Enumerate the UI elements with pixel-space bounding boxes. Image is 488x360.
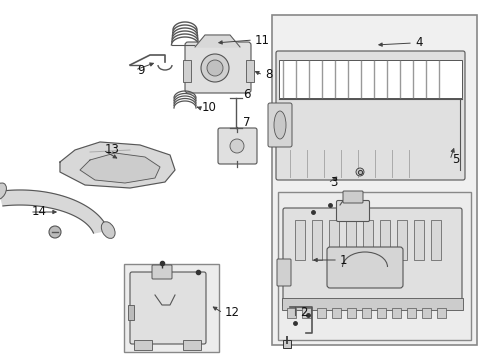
Circle shape xyxy=(229,139,244,153)
Bar xyxy=(316,308,325,318)
Bar xyxy=(421,308,430,318)
FancyBboxPatch shape xyxy=(218,128,257,164)
Bar xyxy=(436,308,445,318)
FancyBboxPatch shape xyxy=(336,201,369,221)
Bar xyxy=(406,308,415,318)
Bar xyxy=(331,308,340,318)
FancyBboxPatch shape xyxy=(275,51,464,180)
Bar xyxy=(362,220,372,260)
FancyBboxPatch shape xyxy=(283,208,461,307)
FancyBboxPatch shape xyxy=(130,272,205,344)
Text: 12: 12 xyxy=(224,306,240,320)
Bar xyxy=(346,308,355,318)
Bar xyxy=(279,60,461,98)
Bar xyxy=(346,220,355,260)
Text: 2: 2 xyxy=(299,306,307,319)
FancyBboxPatch shape xyxy=(184,42,250,93)
Text: 5: 5 xyxy=(451,153,458,166)
FancyBboxPatch shape xyxy=(342,191,362,203)
Bar xyxy=(271,15,476,345)
FancyBboxPatch shape xyxy=(326,247,402,288)
Text: 13: 13 xyxy=(105,144,120,157)
Bar xyxy=(282,298,462,310)
Bar xyxy=(430,220,440,260)
Text: 3: 3 xyxy=(329,176,337,189)
Bar xyxy=(128,305,134,320)
Bar xyxy=(283,340,290,348)
Bar xyxy=(286,308,295,318)
Text: 4: 4 xyxy=(414,36,422,49)
Polygon shape xyxy=(195,35,240,47)
Bar xyxy=(245,60,253,82)
Polygon shape xyxy=(80,153,160,183)
FancyBboxPatch shape xyxy=(276,259,290,286)
Text: 7: 7 xyxy=(243,117,250,130)
Bar xyxy=(396,220,406,260)
Bar xyxy=(328,220,338,260)
Bar xyxy=(183,340,201,350)
Circle shape xyxy=(201,54,228,82)
Bar xyxy=(124,264,219,352)
Text: 11: 11 xyxy=(254,33,269,46)
Text: 9: 9 xyxy=(137,63,144,77)
FancyBboxPatch shape xyxy=(152,265,172,279)
Bar xyxy=(311,220,321,260)
Bar xyxy=(302,308,310,318)
Polygon shape xyxy=(60,142,175,188)
Bar xyxy=(134,340,152,350)
Text: 8: 8 xyxy=(264,68,272,81)
Circle shape xyxy=(206,60,223,76)
Bar xyxy=(361,308,370,318)
Text: 1: 1 xyxy=(339,253,347,266)
Text: 10: 10 xyxy=(202,102,217,114)
FancyBboxPatch shape xyxy=(267,103,291,147)
Bar xyxy=(413,220,423,260)
Ellipse shape xyxy=(101,222,115,238)
Polygon shape xyxy=(0,190,108,233)
Text: 6: 6 xyxy=(243,89,250,102)
Bar xyxy=(376,308,385,318)
Bar xyxy=(183,60,191,82)
Text: 14: 14 xyxy=(32,206,47,219)
Bar xyxy=(379,220,389,260)
Bar xyxy=(278,192,470,340)
Circle shape xyxy=(355,168,363,176)
Bar xyxy=(391,308,400,318)
Circle shape xyxy=(49,226,61,238)
Ellipse shape xyxy=(273,111,285,139)
Ellipse shape xyxy=(0,183,6,200)
Bar xyxy=(294,220,305,260)
